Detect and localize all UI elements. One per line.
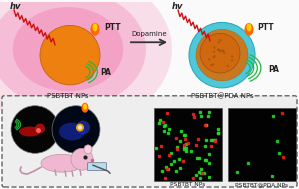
Circle shape [213,50,215,53]
Circle shape [213,55,216,57]
Text: PTT: PTT [104,23,120,32]
Text: hv: hv [10,2,22,11]
Circle shape [210,64,213,66]
Ellipse shape [59,123,85,140]
FancyBboxPatch shape [2,96,297,187]
Ellipse shape [82,103,89,113]
Circle shape [71,148,93,170]
Ellipse shape [19,127,41,136]
Text: PSBTBT@PDA NPs: PSBTBT@PDA NPs [191,93,253,99]
Circle shape [208,58,210,60]
Bar [228,108,296,181]
Text: hv: hv [172,2,184,11]
Circle shape [35,124,45,133]
FancyBboxPatch shape [88,163,106,171]
Text: PA: PA [100,68,111,77]
Circle shape [52,106,100,153]
Circle shape [76,121,90,134]
Circle shape [196,29,248,81]
Text: Dopamine: Dopamine [131,31,167,37]
Circle shape [221,49,224,52]
Ellipse shape [83,104,87,110]
Circle shape [11,106,59,153]
Circle shape [218,49,220,51]
Ellipse shape [92,23,97,31]
Circle shape [78,125,82,129]
Circle shape [189,22,255,88]
Text: PSBTBT NPs: PSBTBT NPs [47,93,89,99]
Circle shape [40,25,100,85]
Ellipse shape [246,23,251,31]
Ellipse shape [0,0,146,109]
Text: PA: PA [268,65,279,74]
Circle shape [231,59,233,61]
Circle shape [226,65,229,67]
Circle shape [217,41,220,43]
Circle shape [76,124,84,132]
Circle shape [231,55,234,58]
Bar [154,108,222,181]
Ellipse shape [13,7,123,91]
Circle shape [219,39,222,41]
Ellipse shape [91,23,100,36]
Text: PTT: PTT [257,23,274,32]
Circle shape [213,46,216,49]
Circle shape [217,49,219,51]
Circle shape [222,50,225,53]
Circle shape [219,50,221,53]
Ellipse shape [245,23,254,36]
Circle shape [212,63,214,66]
Ellipse shape [84,145,92,154]
Circle shape [212,56,215,59]
Ellipse shape [41,154,83,172]
Text: PSBTBT NPs: PSBTBT NPs [170,182,206,187]
Circle shape [223,52,225,54]
Circle shape [200,33,240,73]
Ellipse shape [0,0,172,129]
Text: PSBTBT@PDA NPs: PSBTBT@PDA NPs [235,182,289,187]
